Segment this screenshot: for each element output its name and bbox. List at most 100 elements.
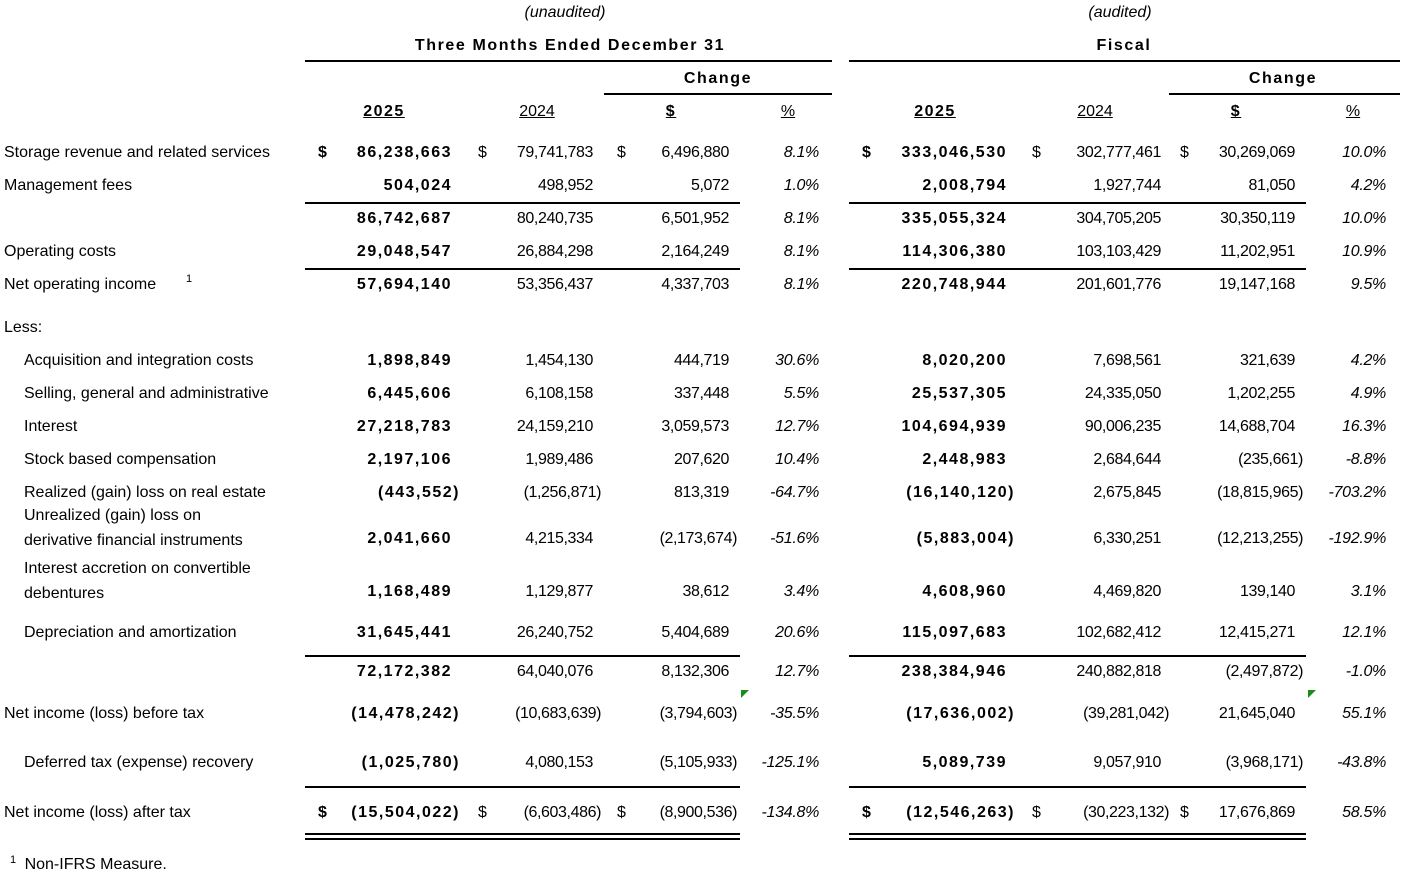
change-header-left: Change bbox=[683, 70, 753, 87]
prior-year-cell: (1,256,871) bbox=[523, 484, 602, 501]
change-percent-cell: 8.1% bbox=[783, 210, 820, 227]
fiscal-header: Fiscal bbox=[1096, 37, 1152, 54]
row-label: Interest accretion on convertible bbox=[24, 560, 251, 577]
current-year-cell: 31,645,441 bbox=[356, 624, 452, 641]
current-year-cell: (16,140,120) bbox=[906, 484, 1015, 501]
audited-note: (audited) bbox=[1088, 4, 1152, 21]
header-rule bbox=[849, 60, 1400, 62]
prior-year-cell: 80,240,735 bbox=[516, 210, 593, 227]
currency-symbol: $ bbox=[1032, 804, 1041, 821]
change-percent-cell: 12.1% bbox=[1342, 624, 1386, 641]
prior-year-cell: 7,698,561 bbox=[1093, 352, 1161, 369]
change-amount-cell: 5,404,689 bbox=[661, 624, 729, 641]
current-year-cell: (17,636,002) bbox=[906, 705, 1015, 722]
comment-marker-icon[interactable] bbox=[741, 690, 749, 698]
prior-year-cell: 302,777,461 bbox=[1076, 144, 1161, 161]
prior-year-cell: 26,884,298 bbox=[516, 243, 593, 260]
change-amount-cell: (18,815,965) bbox=[1217, 484, 1303, 501]
prior-year-cell: 1,927,744 bbox=[1093, 177, 1161, 194]
current-year-cell: 2,008,794 bbox=[922, 177, 1007, 194]
prior-year-cell: 201,601,776 bbox=[1076, 276, 1161, 293]
change-percent-cell: 5.5% bbox=[783, 385, 820, 402]
change-amount-cell: (235,661) bbox=[1238, 451, 1303, 468]
row-label: Less: bbox=[4, 319, 43, 336]
change-amount-cell: 139,140 bbox=[1239, 583, 1295, 600]
current-year-cell: (14,478,242) bbox=[351, 705, 460, 722]
change-amount-cell: 207,620 bbox=[673, 451, 729, 468]
change-amount-cell: 337,448 bbox=[673, 385, 729, 402]
col-2025: 2025 bbox=[914, 103, 956, 120]
change-percent-cell: -703.2% bbox=[1328, 484, 1387, 501]
prior-year-cell: 79,741,783 bbox=[516, 144, 593, 161]
current-year-cell: (1,025,780) bbox=[361, 754, 460, 771]
subtotal-rule bbox=[849, 655, 1306, 657]
change-amount-cell: 3,059,573 bbox=[661, 418, 729, 435]
prior-year-cell: 1,454,130 bbox=[525, 352, 593, 369]
current-year-cell: (12,546,263) bbox=[906, 804, 1015, 821]
row-label: Net operating income bbox=[4, 276, 157, 293]
footnote-marker: 1 bbox=[186, 273, 193, 285]
change-amount-cell: 4,337,703 bbox=[661, 276, 729, 293]
prior-year-cell: 4,469,820 bbox=[1093, 583, 1161, 600]
col-change-dollar: $ bbox=[665, 103, 677, 120]
prior-year-cell: 103,103,429 bbox=[1076, 243, 1161, 260]
change-amount-cell: (2,173,674) bbox=[659, 530, 738, 547]
change-amount-cell: 38,612 bbox=[682, 583, 729, 600]
row-label: Depreciation and amortization bbox=[24, 624, 237, 641]
change-percent-cell: 10.4% bbox=[775, 451, 819, 468]
current-year-cell: 5,089,739 bbox=[922, 754, 1007, 771]
current-year-cell: (5,883,004) bbox=[916, 530, 1015, 547]
total-double-rule bbox=[305, 838, 740, 840]
change-percent-cell: -125.1% bbox=[761, 754, 820, 771]
prior-year-cell: 9,057,910 bbox=[1093, 754, 1161, 771]
total-double-rule bbox=[305, 833, 740, 835]
change-percent-cell: -51.6% bbox=[770, 530, 819, 547]
current-year-cell: 2,448,983 bbox=[922, 451, 1007, 468]
change-percent-cell: 8.1% bbox=[783, 276, 820, 293]
current-year-cell: 2,041,660 bbox=[367, 530, 452, 547]
prior-year-cell: 4,080,153 bbox=[525, 754, 593, 771]
prior-year-cell: 1,989,486 bbox=[525, 451, 593, 468]
row-label: Operating costs bbox=[4, 243, 117, 260]
current-year-cell: 29,048,547 bbox=[356, 243, 452, 260]
col-2024: 2024 bbox=[519, 103, 555, 120]
currency-symbol: $ bbox=[318, 144, 329, 161]
currency-symbol: $ bbox=[617, 144, 626, 161]
current-year-cell: 333,046,530 bbox=[901, 144, 1007, 161]
current-year-cell: 27,218,783 bbox=[356, 418, 452, 435]
current-year-cell: 220,748,944 bbox=[901, 276, 1007, 293]
change-percent-cell: -134.8% bbox=[761, 804, 820, 821]
current-year-cell: 8,020,200 bbox=[922, 352, 1007, 369]
comment-marker-icon[interactable] bbox=[1308, 690, 1316, 698]
currency-symbol: $ bbox=[617, 804, 626, 821]
current-year-cell: 115,097,683 bbox=[902, 624, 1007, 641]
total-double-rule bbox=[849, 838, 1306, 840]
currency-symbol: $ bbox=[1180, 144, 1189, 161]
current-year-cell: 25,537,305 bbox=[911, 385, 1007, 402]
row-label: Interest bbox=[24, 418, 78, 435]
prior-year-cell: 26,240,752 bbox=[516, 624, 593, 641]
change-percent-cell: -8.8% bbox=[1345, 451, 1387, 468]
change-percent-cell: 3.1% bbox=[1350, 583, 1387, 600]
change-percent-cell: -43.8% bbox=[1337, 754, 1386, 771]
change-amount-cell: (3,968,171) bbox=[1225, 754, 1304, 771]
current-year-cell: 335,055,324 bbox=[901, 210, 1007, 227]
footnote: 1 Non-IFRS Measure. bbox=[10, 850, 167, 875]
change-percent-cell: 9.5% bbox=[1350, 276, 1387, 293]
prior-year-cell: (30,223,132) bbox=[1083, 804, 1169, 821]
currency-symbol: $ bbox=[862, 804, 873, 821]
change-amount-cell: 19,147,168 bbox=[1218, 276, 1295, 293]
change-percent-cell: -35.5% bbox=[770, 705, 819, 722]
prior-year-cell: 102,682,412 bbox=[1076, 624, 1161, 641]
change-amount-cell: 30,269,069 bbox=[1218, 144, 1295, 161]
change-amount-cell: (5,105,933) bbox=[659, 754, 738, 771]
current-year-cell: 114,306,380 bbox=[902, 243, 1007, 260]
change-amount-cell: 8,132,306 bbox=[661, 663, 729, 680]
row-label: Acquisition and integration costs bbox=[24, 352, 254, 369]
currency-symbol: $ bbox=[862, 144, 873, 161]
change-rule bbox=[604, 93, 832, 95]
change-amount-cell: 17,676,869 bbox=[1218, 804, 1295, 821]
change-percent-cell: -64.7% bbox=[770, 484, 819, 501]
current-year-cell: 6,445,606 bbox=[367, 385, 452, 402]
change-percent-cell: 20.6% bbox=[775, 624, 819, 641]
